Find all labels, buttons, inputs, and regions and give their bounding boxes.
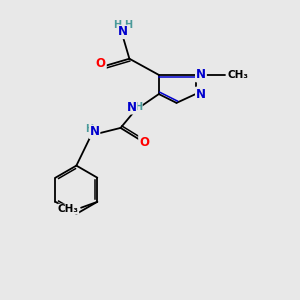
Text: H: H	[85, 124, 93, 134]
Text: H: H	[124, 20, 133, 31]
Text: O: O	[139, 136, 149, 148]
Text: N: N	[196, 88, 206, 100]
Text: CH₃: CH₃	[227, 70, 248, 80]
Text: H: H	[113, 20, 121, 31]
Text: N: N	[196, 68, 206, 81]
Text: N: N	[118, 26, 128, 38]
Text: CH₃: CH₃	[58, 204, 79, 214]
Text: O: O	[96, 57, 106, 70]
Text: H: H	[134, 102, 142, 112]
Text: N: N	[90, 125, 100, 138]
Text: N: N	[127, 101, 137, 114]
